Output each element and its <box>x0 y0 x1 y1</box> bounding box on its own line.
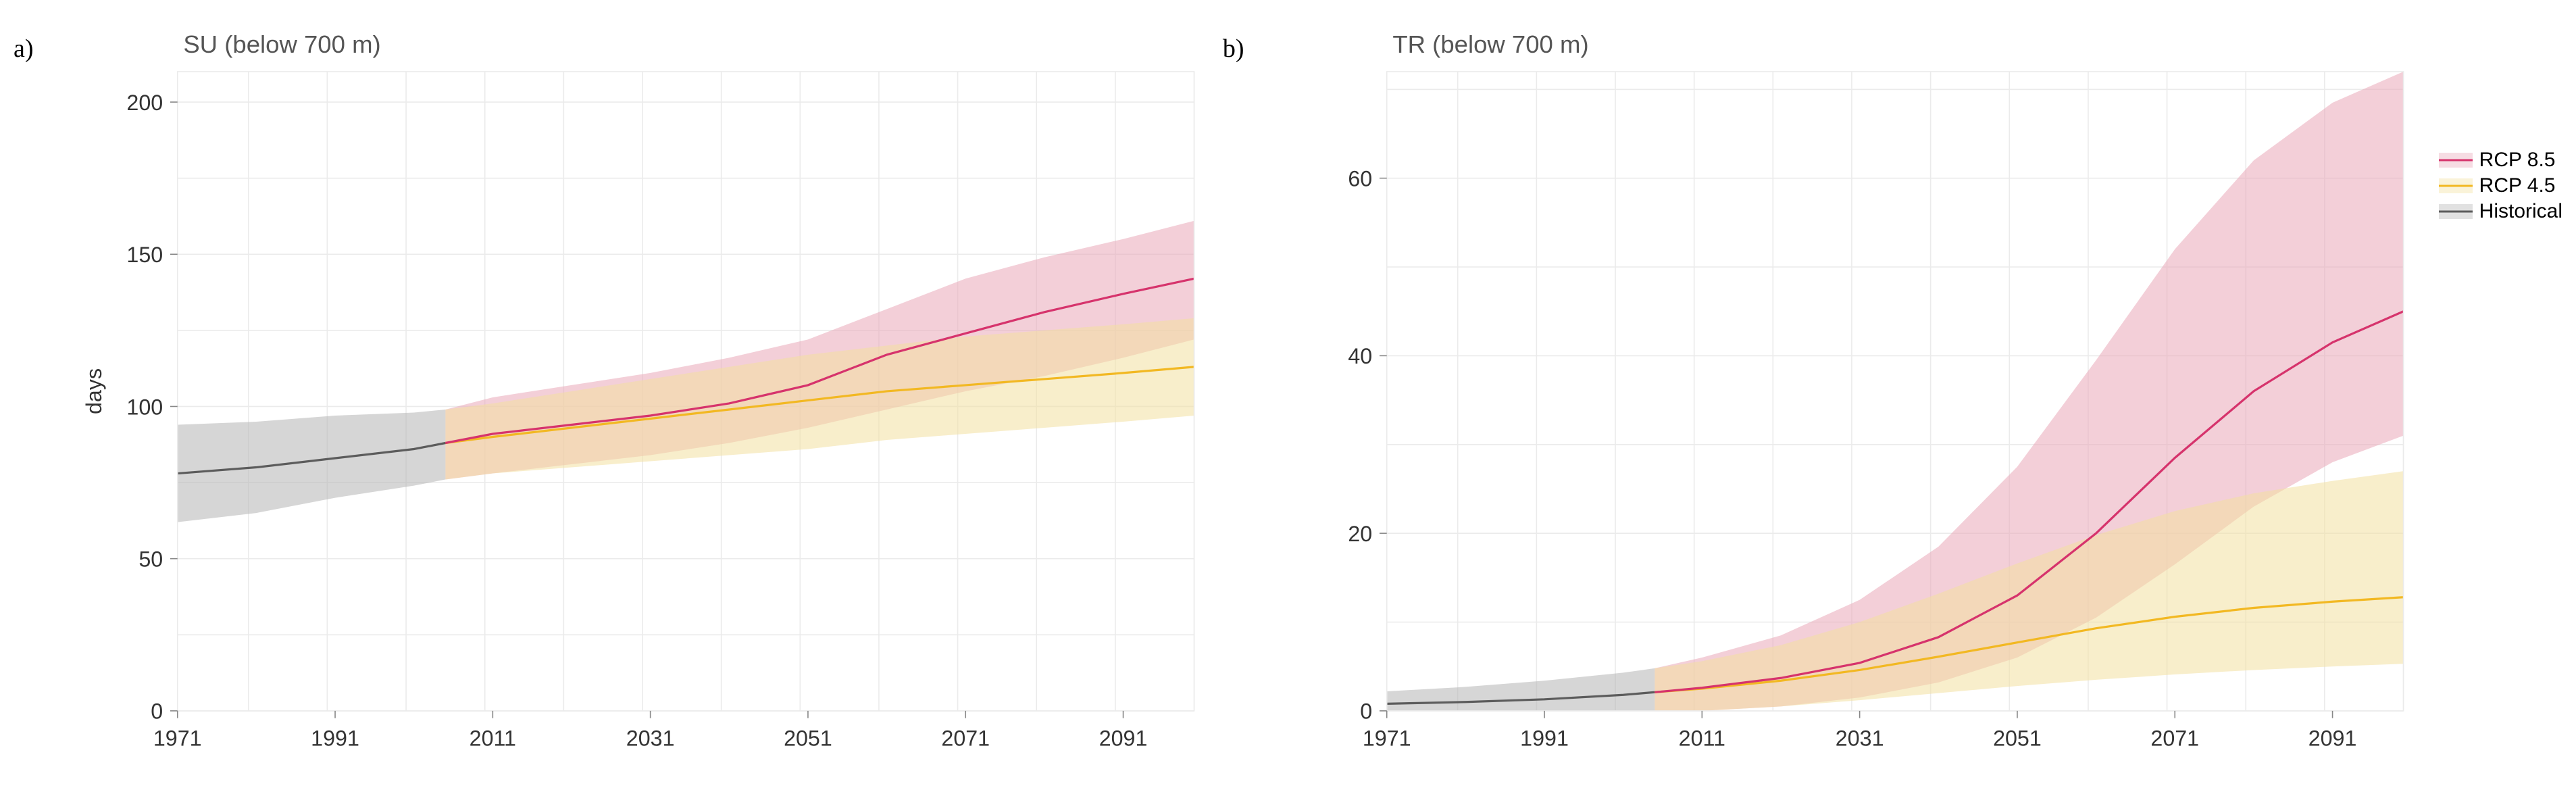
legend-swatch-rcp85 <box>2439 150 2473 170</box>
svg-text:0: 0 <box>1360 699 1372 724</box>
legend-label: RCP 4.5 <box>2479 174 2556 197</box>
svg-text:2091: 2091 <box>1099 726 1148 750</box>
svg-text:TR (below 700 m): TR (below 700 m) <box>1392 30 1588 58</box>
svg-text:100: 100 <box>126 395 163 419</box>
svg-text:2091: 2091 <box>2308 726 2357 750</box>
panel-a-group: a) 1971 1991 2011 2031 2051 2071 2091 0 50 100 150… <box>14 14 1216 776</box>
legend-item-rcp85: RCP 8.5 <box>2439 149 2562 172</box>
panel-a-label: a) <box>14 14 54 64</box>
legend-label: RCP 8.5 <box>2479 149 2556 172</box>
panel-b-group: b) 1971 1991 2011 2031 2051 2071 2091 0 20 40 60 TR… <box>1223 14 2425 776</box>
svg-text:2011: 2011 <box>470 726 516 750</box>
svg-text:2051: 2051 <box>784 726 832 750</box>
svg-text:200: 200 <box>126 91 163 115</box>
svg-text:60: 60 <box>1348 166 1372 191</box>
svg-text:1991: 1991 <box>311 726 359 750</box>
svg-text:40: 40 <box>1348 344 1372 368</box>
legend-item-historical: Historical <box>2439 200 2562 223</box>
panel-b-chart: 1971 1991 2011 2031 2051 2071 2091 0 20 40 60 TR (b… <box>1263 14 2425 776</box>
svg-text:20: 20 <box>1348 522 1372 546</box>
svg-text:1971: 1971 <box>153 726 202 750</box>
legend-swatch-historical <box>2439 201 2473 222</box>
svg-text:days: days <box>82 368 106 414</box>
legend-label: Historical <box>2479 200 2562 223</box>
svg-text:2071: 2071 <box>941 726 990 750</box>
svg-text:50: 50 <box>138 547 163 571</box>
svg-text:1971: 1971 <box>1363 726 1411 750</box>
svg-text:150: 150 <box>126 243 163 267</box>
legend: RCP 8.5 RCP 4.5 Historical <box>2432 14 2562 226</box>
svg-text:2051: 2051 <box>1993 726 2042 750</box>
svg-text:1991: 1991 <box>1520 726 1569 750</box>
svg-text:SU (below 700 m): SU (below 700 m) <box>183 30 380 58</box>
svg-text:0: 0 <box>151 699 163 724</box>
svg-text:2071: 2071 <box>2150 726 2199 750</box>
figure: a) 1971 1991 2011 2031 2051 2071 2091 0 50 100 150… <box>14 14 2562 776</box>
panel-a-chart: 1971 1991 2011 2031 2051 2071 2091 0 50 100 150 200… <box>54 14 1216 776</box>
legend-item-rcp45: RCP 4.5 <box>2439 174 2562 197</box>
svg-text:2031: 2031 <box>1836 726 1884 750</box>
svg-text:2031: 2031 <box>626 726 675 750</box>
legend-swatch-rcp45 <box>2439 176 2473 196</box>
svg-text:2011: 2011 <box>1679 726 1725 750</box>
panel-b-label: b) <box>1223 14 1263 64</box>
